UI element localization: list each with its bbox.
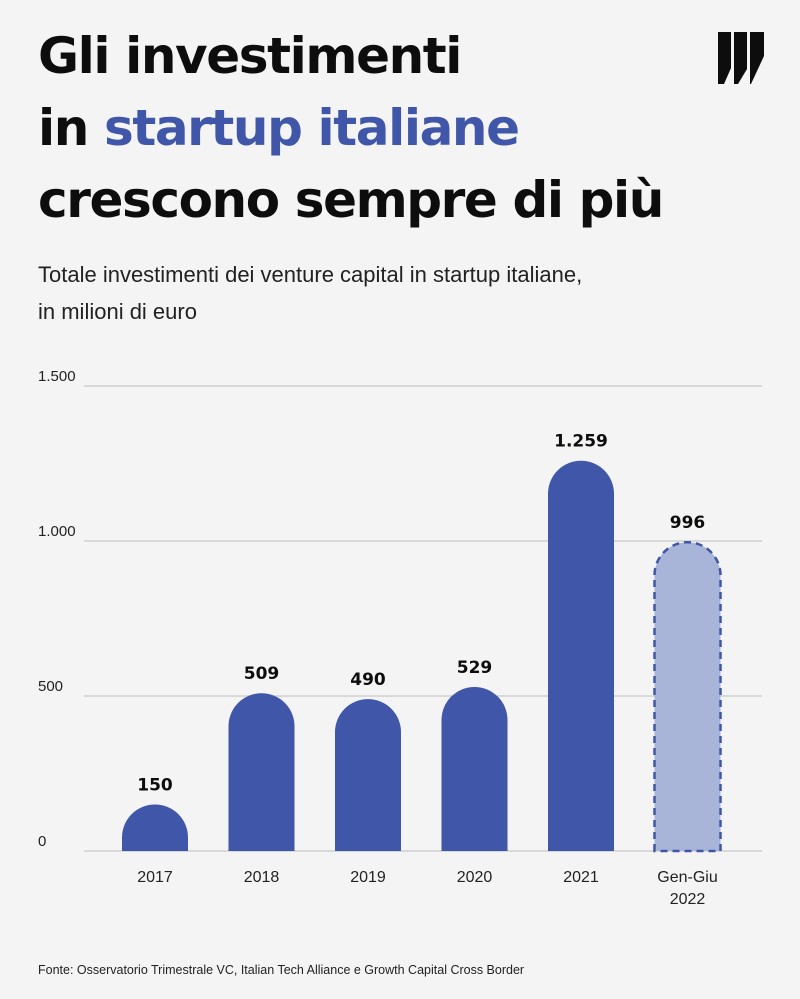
- bar: [441, 687, 508, 851]
- y-tick-label: 1.500: [38, 368, 76, 385]
- chart-subtitle: Totale investimenti dei venture capital …: [38, 256, 758, 330]
- x-tick-label: Gen-Giu 2022: [657, 869, 717, 908]
- bar: [335, 699, 401, 851]
- y-tick-label: 1.000: [38, 523, 76, 540]
- x-tick-label: 2020: [457, 869, 493, 886]
- title-line-1: Gli investimenti: [38, 27, 462, 85]
- title-line-2-accent: startup italiane: [103, 99, 520, 157]
- data-label: 509: [244, 664, 280, 684]
- x-tick-label-line: 2022: [670, 891, 706, 908]
- x-tick-label-line: 2020: [457, 869, 493, 886]
- publisher-logo-icon: [718, 32, 764, 84]
- x-tick-label: 2018: [244, 869, 280, 886]
- x-tick-label: 2019: [350, 869, 386, 886]
- x-tick-label: 2017: [137, 869, 173, 886]
- data-label: 490: [350, 670, 386, 690]
- x-tick-label-line: 2017: [137, 869, 173, 886]
- title-line-3: crescono sempre di più: [38, 171, 664, 229]
- bar-partial: [653, 540, 722, 853]
- subtitle-line-1: Totale investimenti dei venture capital …: [38, 262, 583, 287]
- x-tick-label: 2021: [563, 869, 599, 886]
- x-tick-label-line: 2018: [244, 869, 280, 886]
- bar: [122, 804, 188, 851]
- bar: [548, 460, 614, 851]
- x-tick-label-line: 2019: [350, 869, 386, 886]
- title-line-2-prefix: in: [38, 99, 104, 157]
- data-label: 996: [670, 513, 706, 533]
- subtitle-line-2: in milioni di euro: [38, 299, 197, 324]
- bar-chart: 0 500 1.000 1.500 150 2017 509 2018 490 2019 529 20…: [38, 368, 762, 908]
- page-title: Gli investimenti in startup italiane cre…: [38, 20, 738, 236]
- y-tick-label: 500: [38, 678, 63, 695]
- source-note: Fonte: Osservatorio Trimestrale VC, Ital…: [38, 963, 525, 977]
- data-label: 1.259: [554, 432, 608, 452]
- x-tick-label-line: Gen-Giu: [657, 869, 717, 886]
- x-tick-label-line: 2021: [563, 869, 599, 886]
- data-label: 150: [137, 776, 173, 796]
- y-tick-label: 0: [38, 833, 46, 850]
- data-label: 529: [457, 658, 493, 678]
- bar: [228, 693, 295, 851]
